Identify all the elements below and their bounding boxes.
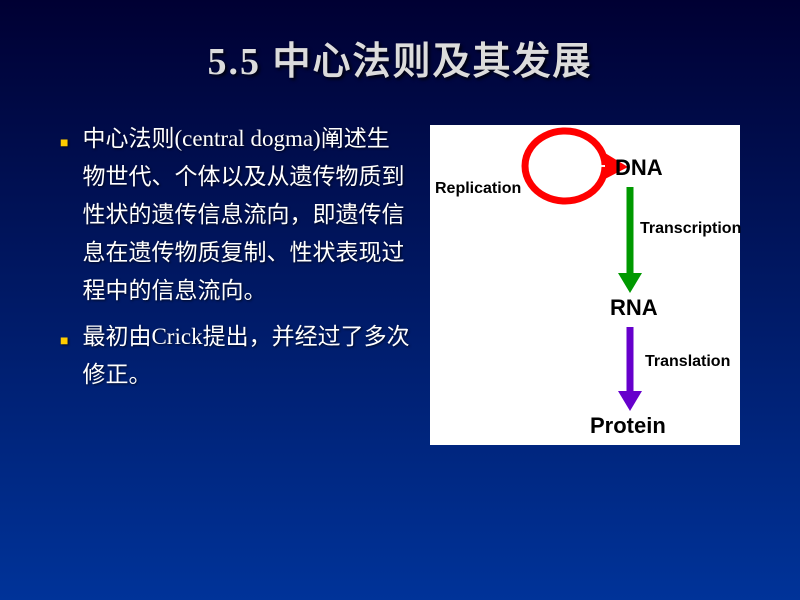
bullet-text: 中心法则(central dogma)阐述生物世代、个体以及从遗传物质到性状的遗… [82, 120, 410, 310]
bullet-item: ■ 最初由Crick提出，并经过了多次修正。 [60, 318, 410, 394]
replication-arc [525, 131, 605, 201]
content-area: ■ 中心法则(central dogma)阐述生物世代、个体以及从遗传物质到性状… [60, 120, 740, 445]
translation-label: Translation [645, 353, 730, 371]
transcription-arrowhead-icon [618, 273, 642, 293]
slide-title: 5.5 中心法则及其发展 [60, 30, 740, 85]
replication-label: Replication [435, 180, 521, 198]
protein-node: Protein [590, 413, 666, 439]
central-dogma-diagram: DNA RNA Protein Replication Transcriptio… [430, 125, 740, 445]
translation-arrowhead-icon [618, 391, 642, 411]
dna-node: DNA [615, 155, 663, 181]
bullet-marker-icon: ■ [60, 132, 68, 155]
diagram-svg [430, 125, 740, 445]
slide-container: 5.5 中心法则及其发展 ■ 中心法则(central dogma)阐述生物世代… [0, 0, 800, 475]
bullet-marker-icon: ■ [60, 330, 68, 353]
rna-node: RNA [610, 295, 658, 321]
bullet-item: ■ 中心法则(central dogma)阐述生物世代、个体以及从遗传物质到性状… [60, 120, 410, 310]
text-column: ■ 中心法则(central dogma)阐述生物世代、个体以及从遗传物质到性状… [60, 120, 410, 445]
transcription-label: Transcription [640, 220, 741, 238]
bullet-text: 最初由Crick提出，并经过了多次修正。 [82, 318, 410, 394]
